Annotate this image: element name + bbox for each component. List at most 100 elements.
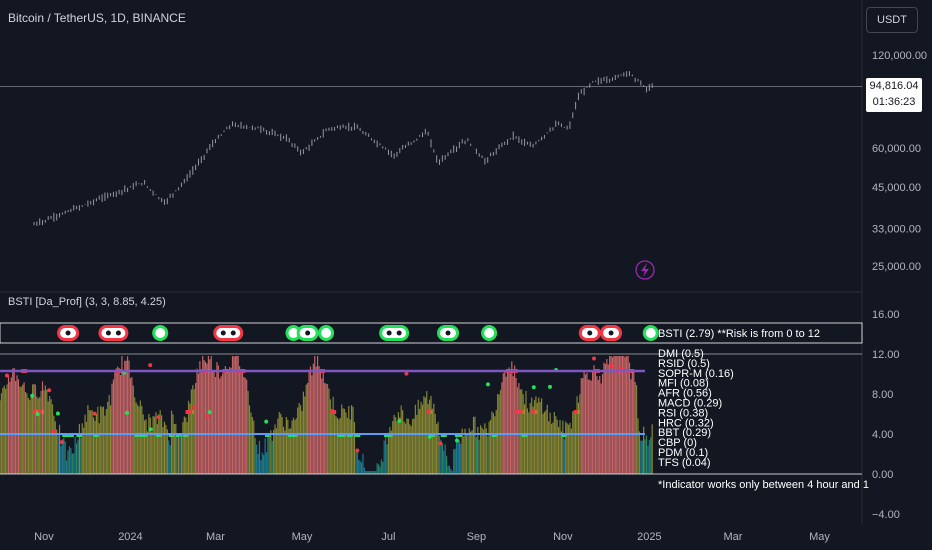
current-price: 94,816.04 [869,80,919,92]
indicator-dot [59,440,64,445]
time-tick-label: Nov [34,531,54,543]
legend-entry: BBT (0.29) [658,427,711,439]
indicator-dot [355,448,360,453]
price-tick-label: 25,000.00 [872,261,921,273]
indicator-dot [55,411,60,416]
price-tick-label: 60,000.00 [872,143,921,155]
indicator-dot [592,356,597,361]
time-tick-label: May [292,531,313,543]
time-tick-label: Mar [724,531,743,543]
time-tick-label: Nov [553,531,573,543]
indicator-dot [264,419,269,424]
indicator-dot [148,363,153,368]
signal-pill-inner [382,328,407,338]
indicator-dot [547,384,552,389]
indicator-tick-label: 8.00 [872,389,893,401]
time-tick-label: Jul [381,531,395,543]
signal-pill-inner [288,328,299,338]
indicator-dot [148,427,153,432]
indicator-legend: BSTI (2.79) **Risk is from 0 to 12 DMI (0… [658,328,869,491]
price-series [0,0,863,525]
chart-title: Bitcoin / TetherUS, 1D, BINANCE [8,11,186,25]
price-tick-label: 45,000.00 [872,182,921,194]
indicator-dot [30,393,35,398]
indicator-marker [531,410,538,414]
indicator-marker [574,410,581,414]
bar-countdown: 01:36:23 [872,96,916,108]
signal-pill-dot [587,330,593,336]
indicator-dot [51,429,56,434]
legend-entry: HRC (0.32) [658,417,714,429]
legend-entry: MACD (0.29) [658,398,722,410]
indicator-tick-label: 0.00 [872,469,893,481]
indicator-dot [124,410,129,415]
signal-pill-dot [396,330,402,336]
indicator-marker [188,410,195,414]
indicator-pane [0,322,863,475]
legend-entry: DMI (0.5) [658,348,704,360]
lightning-icon[interactable] [635,260,655,280]
indicator-dot [618,366,623,371]
signal-pill-inner [645,328,656,338]
indicator-dot [438,441,443,446]
time-axis: Nov 2024 Mar May Jul Sep Nov 2025 Mar May [34,531,830,543]
price-axis: 120,000.00 60,000.00 45,000.00 33,000.00 25,… [872,50,927,521]
indicator-tick-label: 12.00 [872,349,900,361]
indicator-tick-label: 16.00 [872,309,900,321]
time-tick-label: Sep [467,531,487,543]
signal-pill-inner [484,328,495,338]
current-price-marker: 94,816.04 01:36:23 [866,78,922,112]
legend-entry: PDM (0.1) [658,447,708,459]
legend-entry: AFR (0.56) [658,388,712,400]
indicator-marker [330,410,337,414]
indicator-marker [426,410,433,414]
indicator-tick-label: −4.00 [872,509,900,521]
time-tick-label: Mar [206,531,225,543]
indicator-dot [4,373,9,378]
signal-pill-inner [216,328,241,338]
indicator-title: BSTI [Da_Prof] (3, 3, 8.85, 4.25) [8,296,166,308]
signal-pill-dot [305,330,311,336]
indicator-dot [35,412,40,417]
time-tick-label: 2025 [637,531,661,543]
indicator-dot [531,385,536,390]
signal-pill-dot [65,330,71,336]
indicator-dot [205,414,210,419]
indicator-dot [485,382,490,387]
signal-pill-dot [115,330,121,336]
signal-strip [0,322,863,344]
currency-selector[interactable]: USDT [866,7,918,33]
signal-pill-dot [230,330,236,336]
indicator-dot [397,418,402,423]
indicator-dot [156,415,161,420]
signal-pill-dot [445,330,451,336]
indicator-dot [192,405,197,410]
indicator-tick-label: 4.00 [872,429,893,441]
time-tick-label: May [809,531,830,543]
indicator-dot [609,363,614,368]
legend-entry: TFS (0.04) [658,457,711,469]
signal-pill-dot [386,330,392,336]
indicator-marker [32,410,39,414]
price-tick-label: 120,000.00 [872,50,927,62]
signal-pill-inner [155,328,166,338]
indicator-dot [404,371,409,376]
indicator-dot [427,434,432,439]
bsti-label: BSTI (2.79) **Risk is from 0 to 12 [658,328,820,340]
indicator-dot [92,411,97,416]
legend-entry: RSID (0.5) [658,358,710,370]
indicator-dot [454,438,459,443]
price-tick-label: 33,000.00 [872,224,921,236]
legend-entry: CBP (0) [658,437,697,449]
signal-pill-dot [608,330,614,336]
legend-entry: RSI (0.38) [658,407,708,419]
indicator-dot [207,410,212,415]
indicator-dot [47,388,52,393]
indicator-marker [514,410,521,414]
legend-entry: SOPR-M (0.16) [658,368,734,380]
signal-pill-inner [101,328,126,338]
signal-pill-dot [105,330,111,336]
signal-pill-dot [220,330,226,336]
signal-pill-inner [321,328,332,338]
